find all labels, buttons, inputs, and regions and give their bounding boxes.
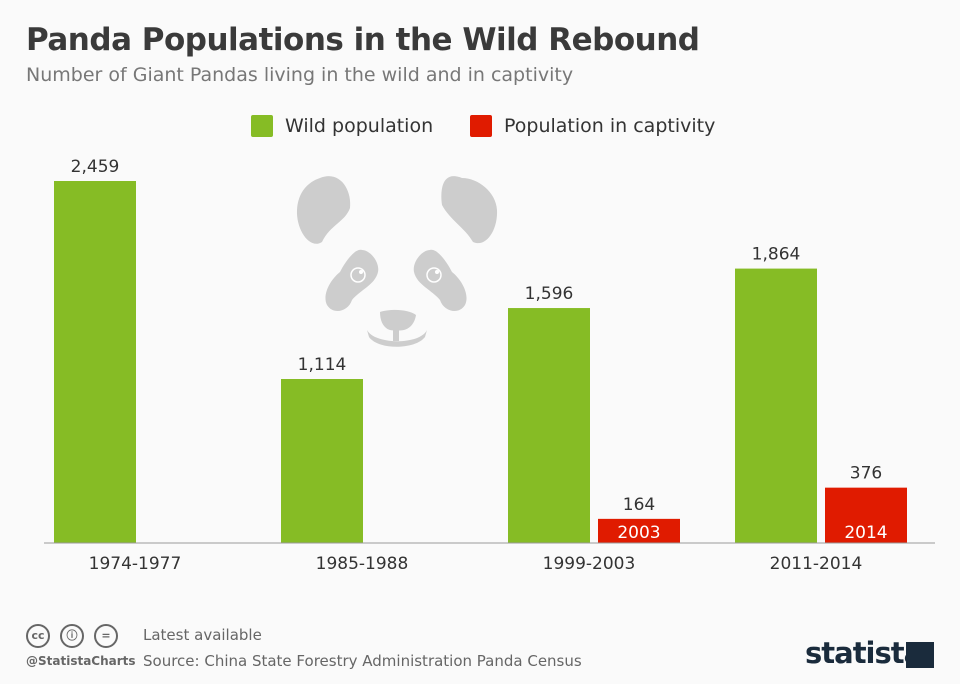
cc-license-icon: cc <box>26 624 50 648</box>
x-tick-label: 1999-2003 <box>543 554 636 574</box>
no-derivatives-icon: = <box>94 624 118 648</box>
legend-captivity: Population in captivity <box>470 115 715 137</box>
bar-wild <box>281 379 363 543</box>
bar-captivity <box>598 518 680 543</box>
legend-label-captivity: Population in captivity <box>504 115 716 137</box>
attribution-icon: ⓘ <box>60 624 84 648</box>
x-tick-label: 1974-1977 <box>89 554 182 574</box>
x-tick-label: 1985-1988 <box>316 554 409 574</box>
data-label: 376 <box>850 464 882 484</box>
bar-captivity <box>825 487 907 543</box>
legend-label-wild: Wild population <box>285 115 434 137</box>
statista-logo[interactable]: statista <box>805 636 923 670</box>
bar-wild <box>735 268 817 543</box>
chart-title: Panda Populations in the Wild Rebound <box>26 22 700 58</box>
chart-subtitle: Number of Giant Pandas living in the wil… <box>26 64 574 86</box>
panda-face-icon <box>296 176 498 347</box>
legend-swatch-wild <box>251 115 273 137</box>
legend-swatch-captivity <box>470 115 492 137</box>
bar-inner-label: 2014 <box>844 523 887 543</box>
footnote: Latest available <box>143 626 262 644</box>
bar-wild <box>508 308 590 543</box>
x-tick-label: 2011-2014 <box>770 554 863 574</box>
data-label: 164 <box>623 495 655 515</box>
bar-wild <box>54 181 136 543</box>
data-label: 2,459 <box>71 157 120 177</box>
data-label: 1,864 <box>752 245 801 265</box>
statista-logo-mark-icon <box>906 642 934 668</box>
source: Source: China State Forestry Administrat… <box>143 652 582 670</box>
legend-wild: Wild population <box>251 115 433 137</box>
data-label: 1,114 <box>298 355 347 375</box>
bar-inner-label: 2003 <box>617 523 660 543</box>
twitter-handle[interactable]: @StatistaCharts <box>26 654 136 668</box>
data-label: 1,596 <box>525 284 574 304</box>
